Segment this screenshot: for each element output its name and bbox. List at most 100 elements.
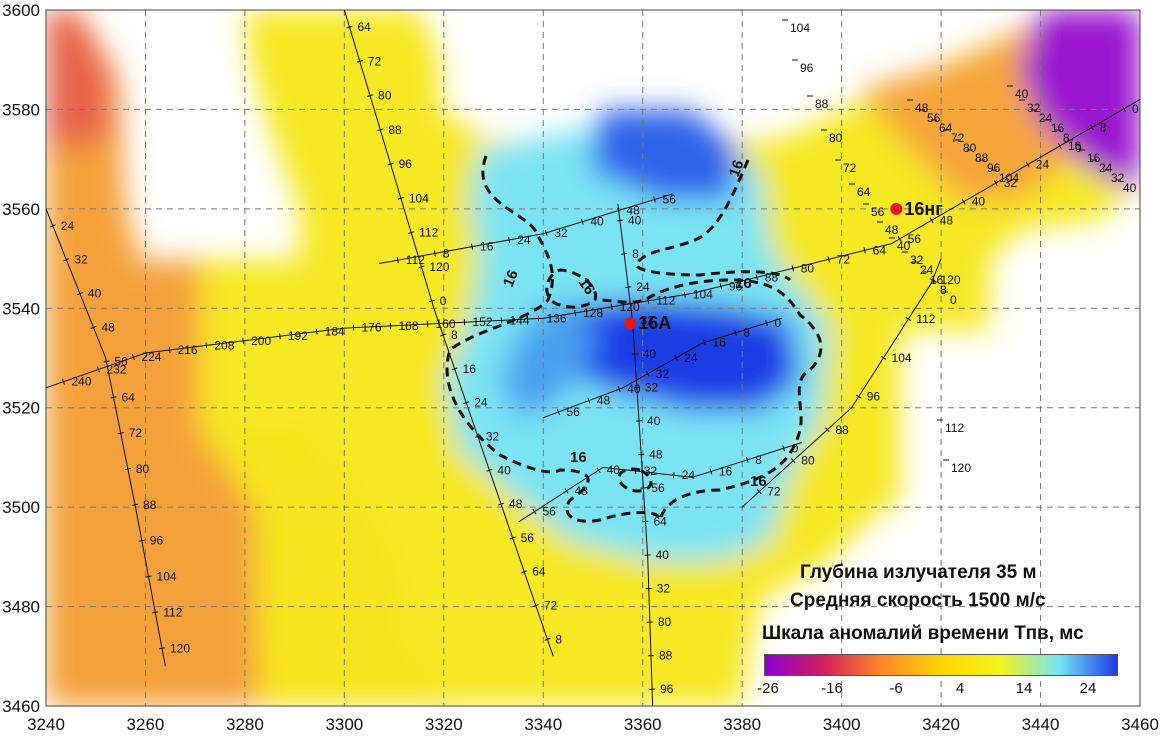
legend-tick-label: -16 — [821, 680, 843, 697]
profile-point-label: 56 — [542, 505, 556, 519]
profile-tick — [734, 329, 737, 336]
profile-point-label: 24 — [682, 468, 696, 482]
field-west-orange — [46, 10, 260, 706]
profile-tick — [756, 489, 762, 495]
field-blue-core — [560, 300, 800, 410]
profile-tick — [905, 316, 912, 322]
scatter-point-label: 88 — [815, 97, 829, 111]
legend-tick-label: -26 — [757, 680, 779, 697]
field-ne-purple — [1020, 10, 1140, 190]
profile-point-label: 80 — [801, 261, 815, 275]
profile-tick — [158, 647, 166, 650]
profile-tick — [498, 502, 505, 506]
profile-tick — [1057, 143, 1062, 149]
profile-point-label: 0 — [440, 294, 447, 308]
profile-tick — [471, 243, 474, 250]
isoline-label: 16 — [726, 158, 748, 179]
legend-tick-label: 4 — [955, 680, 965, 697]
profile-point-label: 48 — [649, 447, 663, 461]
profile-tick — [1089, 124, 1094, 131]
x-tick-label: 3380 — [723, 715, 761, 734]
profile-tick — [961, 198, 966, 205]
profile-point-label: 104 — [693, 288, 713, 302]
scatter-point-label: 32 — [1027, 101, 1041, 115]
profile-point-label: 8 — [555, 632, 562, 646]
profile-tick — [367, 94, 374, 97]
profile-tick — [242, 337, 244, 344]
well-label: 16A — [638, 313, 671, 333]
profile-point-label: 112 — [656, 294, 675, 308]
profile-east-sw-ne — [741, 258, 942, 508]
profile-tick — [117, 432, 124, 435]
profile-point-label: 104 — [157, 570, 177, 584]
profile-point-label: 8 — [755, 453, 762, 467]
profile-tick — [433, 250, 436, 257]
profile-point-label: 72 — [368, 54, 382, 68]
scatter-point-label: 24 — [1099, 161, 1113, 175]
profile-tick — [653, 196, 656, 203]
profile-point-label: 40 — [643, 347, 657, 361]
isoline-north — [635, 159, 792, 282]
profile-tick — [124, 467, 131, 471]
scatter-point-label: 32 — [910, 253, 924, 267]
profile-point-label: 32 — [74, 253, 88, 267]
profile-point-label: 24 — [684, 351, 698, 365]
profile-point-label: 40 — [972, 195, 986, 209]
profile-point-label: 40 — [88, 287, 102, 301]
profile-tick — [451, 367, 458, 371]
profile-tick — [346, 25, 353, 29]
profile-point-label: 40 — [627, 382, 641, 396]
profile-tick — [863, 247, 866, 254]
profile-point-label: 32 — [645, 380, 659, 394]
profile-tick — [408, 231, 415, 234]
profile-tick — [880, 355, 887, 360]
y-tick-label: 3460 — [2, 697, 40, 716]
profile-point-label: 16 — [463, 362, 477, 376]
profile-point-label: 216 — [178, 343, 198, 357]
profile-center-sw-ne — [543, 317, 783, 419]
profile-point-label: 64 — [653, 515, 667, 529]
well-marker — [890, 202, 903, 215]
profile-tick — [138, 539, 145, 542]
isoline-labels: 16 16 16 16 16 16 — [500, 158, 767, 490]
profile-tick — [616, 219, 623, 222]
profile-point-label: 8 — [443, 246, 450, 260]
y-axis-ticks: 3600 3580 3560 3540 3520 3500 3480 3460 — [2, 1, 40, 716]
x-tick-label: 3460 — [1121, 715, 1159, 734]
profile-point-label: 200 — [251, 334, 271, 348]
profile-point-label: 56 — [908, 232, 922, 246]
profile-tick — [521, 570, 528, 574]
x-tick-label: 3440 — [1022, 715, 1060, 734]
profile-northern-ne — [379, 193, 673, 265]
field-blue-south — [500, 300, 600, 420]
profile-point-label: 40 — [628, 214, 642, 228]
profile-point-label: 112 — [419, 226, 438, 240]
grid — [45, 9, 1141, 707]
profile-tick — [580, 218, 584, 225]
x-tick-label: 3340 — [524, 715, 562, 734]
profile-point-label: 32 — [486, 429, 500, 443]
profile-point-label: 16 — [713, 335, 727, 349]
scatter-point-label: 48 — [915, 101, 929, 115]
isolines-16 — [445, 155, 823, 523]
scatter-point-label: 72 — [951, 131, 965, 145]
profile-tick — [168, 346, 171, 354]
profile-point-label: 8 — [632, 247, 639, 261]
scatter-point-label: 80 — [963, 141, 977, 155]
profile-tick — [587, 397, 591, 404]
well-label: 16нг — [904, 199, 943, 219]
profile-tick — [1122, 105, 1126, 112]
profile-point-label: 32 — [656, 367, 670, 381]
profile-tick — [897, 236, 902, 242]
profile-point-label: 240 — [71, 375, 91, 389]
profile-point-label: 104 — [892, 351, 912, 365]
profile-point-label: 64 — [122, 390, 136, 404]
profile-point-label: 224 — [141, 350, 161, 364]
profile-point-label: 32 — [657, 582, 671, 596]
plot-frame — [45, 9, 1141, 707]
profile-point-label: 64 — [358, 20, 372, 34]
profile-tick — [993, 180, 998, 186]
x-tick-label: 3320 — [425, 715, 463, 734]
scatter-point-label: 16 — [930, 273, 944, 287]
y-tick-label: 3520 — [2, 399, 40, 418]
